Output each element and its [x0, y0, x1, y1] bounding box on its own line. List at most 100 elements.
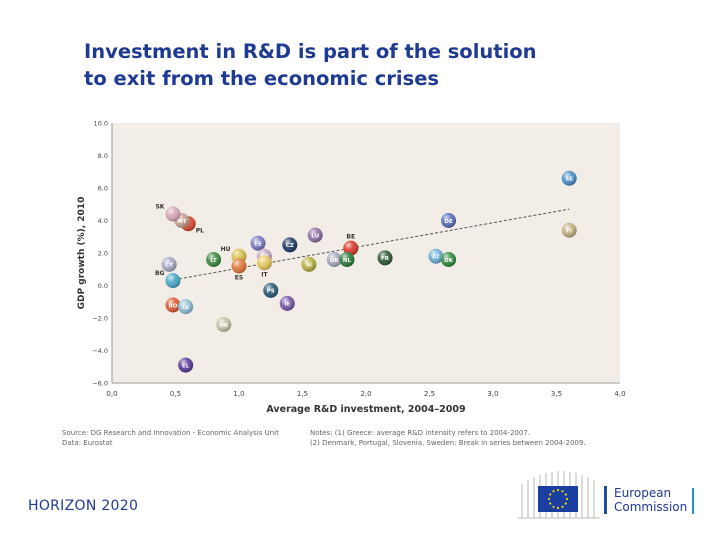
data-point-label: LU	[311, 233, 319, 239]
y-tick-label: 8.0	[98, 152, 108, 160]
data-point-shine	[326, 252, 342, 267]
ec-logo-bar	[604, 486, 607, 514]
data-point-at: AT	[428, 248, 444, 264]
data-point-shine	[231, 258, 247, 274]
data-point-shine	[250, 235, 266, 251]
source-note: Source: DG Research and Innovation - Eco…	[62, 428, 279, 448]
data-point-label: NL	[343, 258, 352, 264]
data-point-fr: FR	[377, 250, 393, 266]
y-tick-label: 4.0	[98, 217, 108, 225]
eu-star	[552, 505, 555, 508]
data-point-label: CZ	[286, 243, 294, 249]
y-tick-label: −2.0	[92, 315, 108, 323]
data-point-shine	[561, 222, 577, 238]
x-axis-label: Average R&D investment, 2004–2009	[266, 404, 465, 415]
scatter-chart: 0,0 0,5 1,0 1,5 2,0 2,5 3,0 3,5 4,0 −6.0 −4.0 −2.0 0…	[77, 120, 626, 416]
data-point-label: LT	[210, 258, 217, 264]
data-point-shine	[165, 297, 181, 313]
eu-star	[556, 506, 560, 510]
eu-star	[556, 488, 560, 492]
data-point-label: LV	[182, 305, 190, 311]
data-point-ee: EE	[250, 235, 266, 251]
data-line: Data: Eurostat	[62, 439, 113, 447]
x-tick-label: 3,5	[551, 390, 562, 398]
data-point-label: RO	[168, 303, 177, 309]
x-tick-label: 4,0	[614, 390, 625, 398]
ec-logo-line-1: European	[614, 486, 672, 500]
x-tick-label: 0,0	[106, 390, 117, 398]
x-tick-label: 1,0	[233, 390, 244, 398]
data-point-shine	[165, 273, 181, 289]
data-point-ps: PS	[263, 282, 279, 298]
data-point-it: IT	[256, 255, 272, 278]
data-point-dk: DK	[441, 252, 457, 267]
european-commission-logo: European Commission	[614, 486, 687, 514]
data-point-uk: UK	[326, 252, 342, 267]
x-tick-label: 2,0	[360, 390, 371, 398]
data-point-shine	[178, 299, 194, 315]
y-tick-label: 10.0	[94, 120, 108, 128]
data-point-label: SI	[306, 263, 312, 269]
data-point-shine	[279, 295, 295, 311]
data-point-nl: NL	[339, 252, 355, 267]
data-point-be: BE	[343, 234, 359, 256]
data-point-label: HR	[219, 323, 229, 329]
data-point-sk: SK	[155, 204, 181, 222]
data-point-lv: LV	[178, 299, 194, 315]
data-point-es: ES	[231, 258, 247, 282]
data-point-lt: LT	[206, 252, 222, 267]
slide-title-line-1: Investment in R&D is part of the solutio…	[84, 40, 537, 63]
horizon-2020-logo: HORIZON 2020	[28, 498, 139, 514]
y-tick-label: −4.0	[92, 347, 108, 355]
data-point-shine	[165, 206, 181, 222]
notes: Notes: (1) Greece: average R&D intensity…	[310, 428, 586, 448]
data-point-ie: IE	[279, 295, 295, 311]
data-point-shine	[301, 256, 317, 272]
data-point-label: MT	[177, 219, 186, 225]
data-point-fi: FI	[561, 222, 577, 238]
data-point-lu: LU	[307, 227, 323, 243]
data-point-shine	[256, 255, 272, 271]
eu-star	[561, 490, 564, 493]
data-point-si: SI	[301, 256, 317, 272]
ec-logo-rule	[692, 488, 694, 514]
data-point-label: UK	[330, 258, 339, 264]
data-point-de: DE	[441, 213, 457, 228]
data-point-label: EL	[182, 363, 190, 369]
data-point-shine	[282, 237, 298, 253]
data-point-label: BE	[346, 234, 355, 241]
data-point-shine	[377, 250, 393, 266]
data-point-shine	[178, 357, 194, 373]
data-point-shine	[307, 227, 323, 243]
data-point-shine	[263, 282, 279, 298]
ec-building-flag-icon	[518, 471, 600, 519]
data-point-shine	[441, 252, 457, 267]
data-point-label: FR	[381, 256, 390, 262]
eu-star	[552, 490, 555, 493]
data-point-label: PL	[196, 227, 204, 234]
data-point-label: DE	[444, 219, 453, 225]
data-point-label: SE	[565, 177, 573, 183]
eu-star	[547, 497, 551, 501]
notes-line-2: (2) Denmark, Portugal, Slovenia, Sweden:…	[310, 439, 586, 447]
data-point-label: IE	[284, 302, 290, 308]
data-point-se: SE	[561, 170, 577, 186]
eu-star	[561, 505, 564, 508]
data-point-shine	[161, 256, 177, 272]
data-point-label: FI	[566, 229, 572, 235]
x-tick-label: 1,5	[297, 390, 308, 398]
eu-star	[565, 497, 569, 501]
data-point-label: PS	[267, 289, 275, 295]
y-tick-label: 0.0	[98, 282, 108, 290]
y-axis-label: GDP growth (%), 2010	[77, 197, 87, 310]
data-point-shine	[216, 317, 232, 332]
eu-star	[564, 502, 567, 505]
data-point-label: CY	[165, 263, 174, 269]
notes-line-1: Notes: (1) Greece: average R&D intensity…	[310, 429, 531, 437]
data-point-label: HU	[221, 246, 231, 253]
data-point-el: EL	[178, 357, 194, 373]
slide-title-line-2: to exit from the economic crises	[84, 67, 440, 90]
data-point-shine	[206, 252, 222, 267]
plot-area	[112, 123, 620, 383]
eu-star	[549, 502, 552, 505]
